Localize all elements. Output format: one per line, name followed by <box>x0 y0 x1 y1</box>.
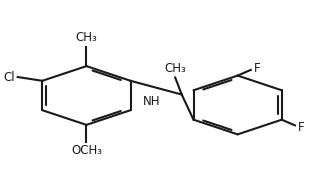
Text: CH₃: CH₃ <box>76 31 97 44</box>
Text: CH₃: CH₃ <box>164 62 186 75</box>
Text: F: F <box>253 62 260 74</box>
Text: Cl: Cl <box>3 70 15 83</box>
Text: OCH₃: OCH₃ <box>71 144 102 157</box>
Text: F: F <box>297 121 304 134</box>
Text: NH: NH <box>142 95 160 108</box>
